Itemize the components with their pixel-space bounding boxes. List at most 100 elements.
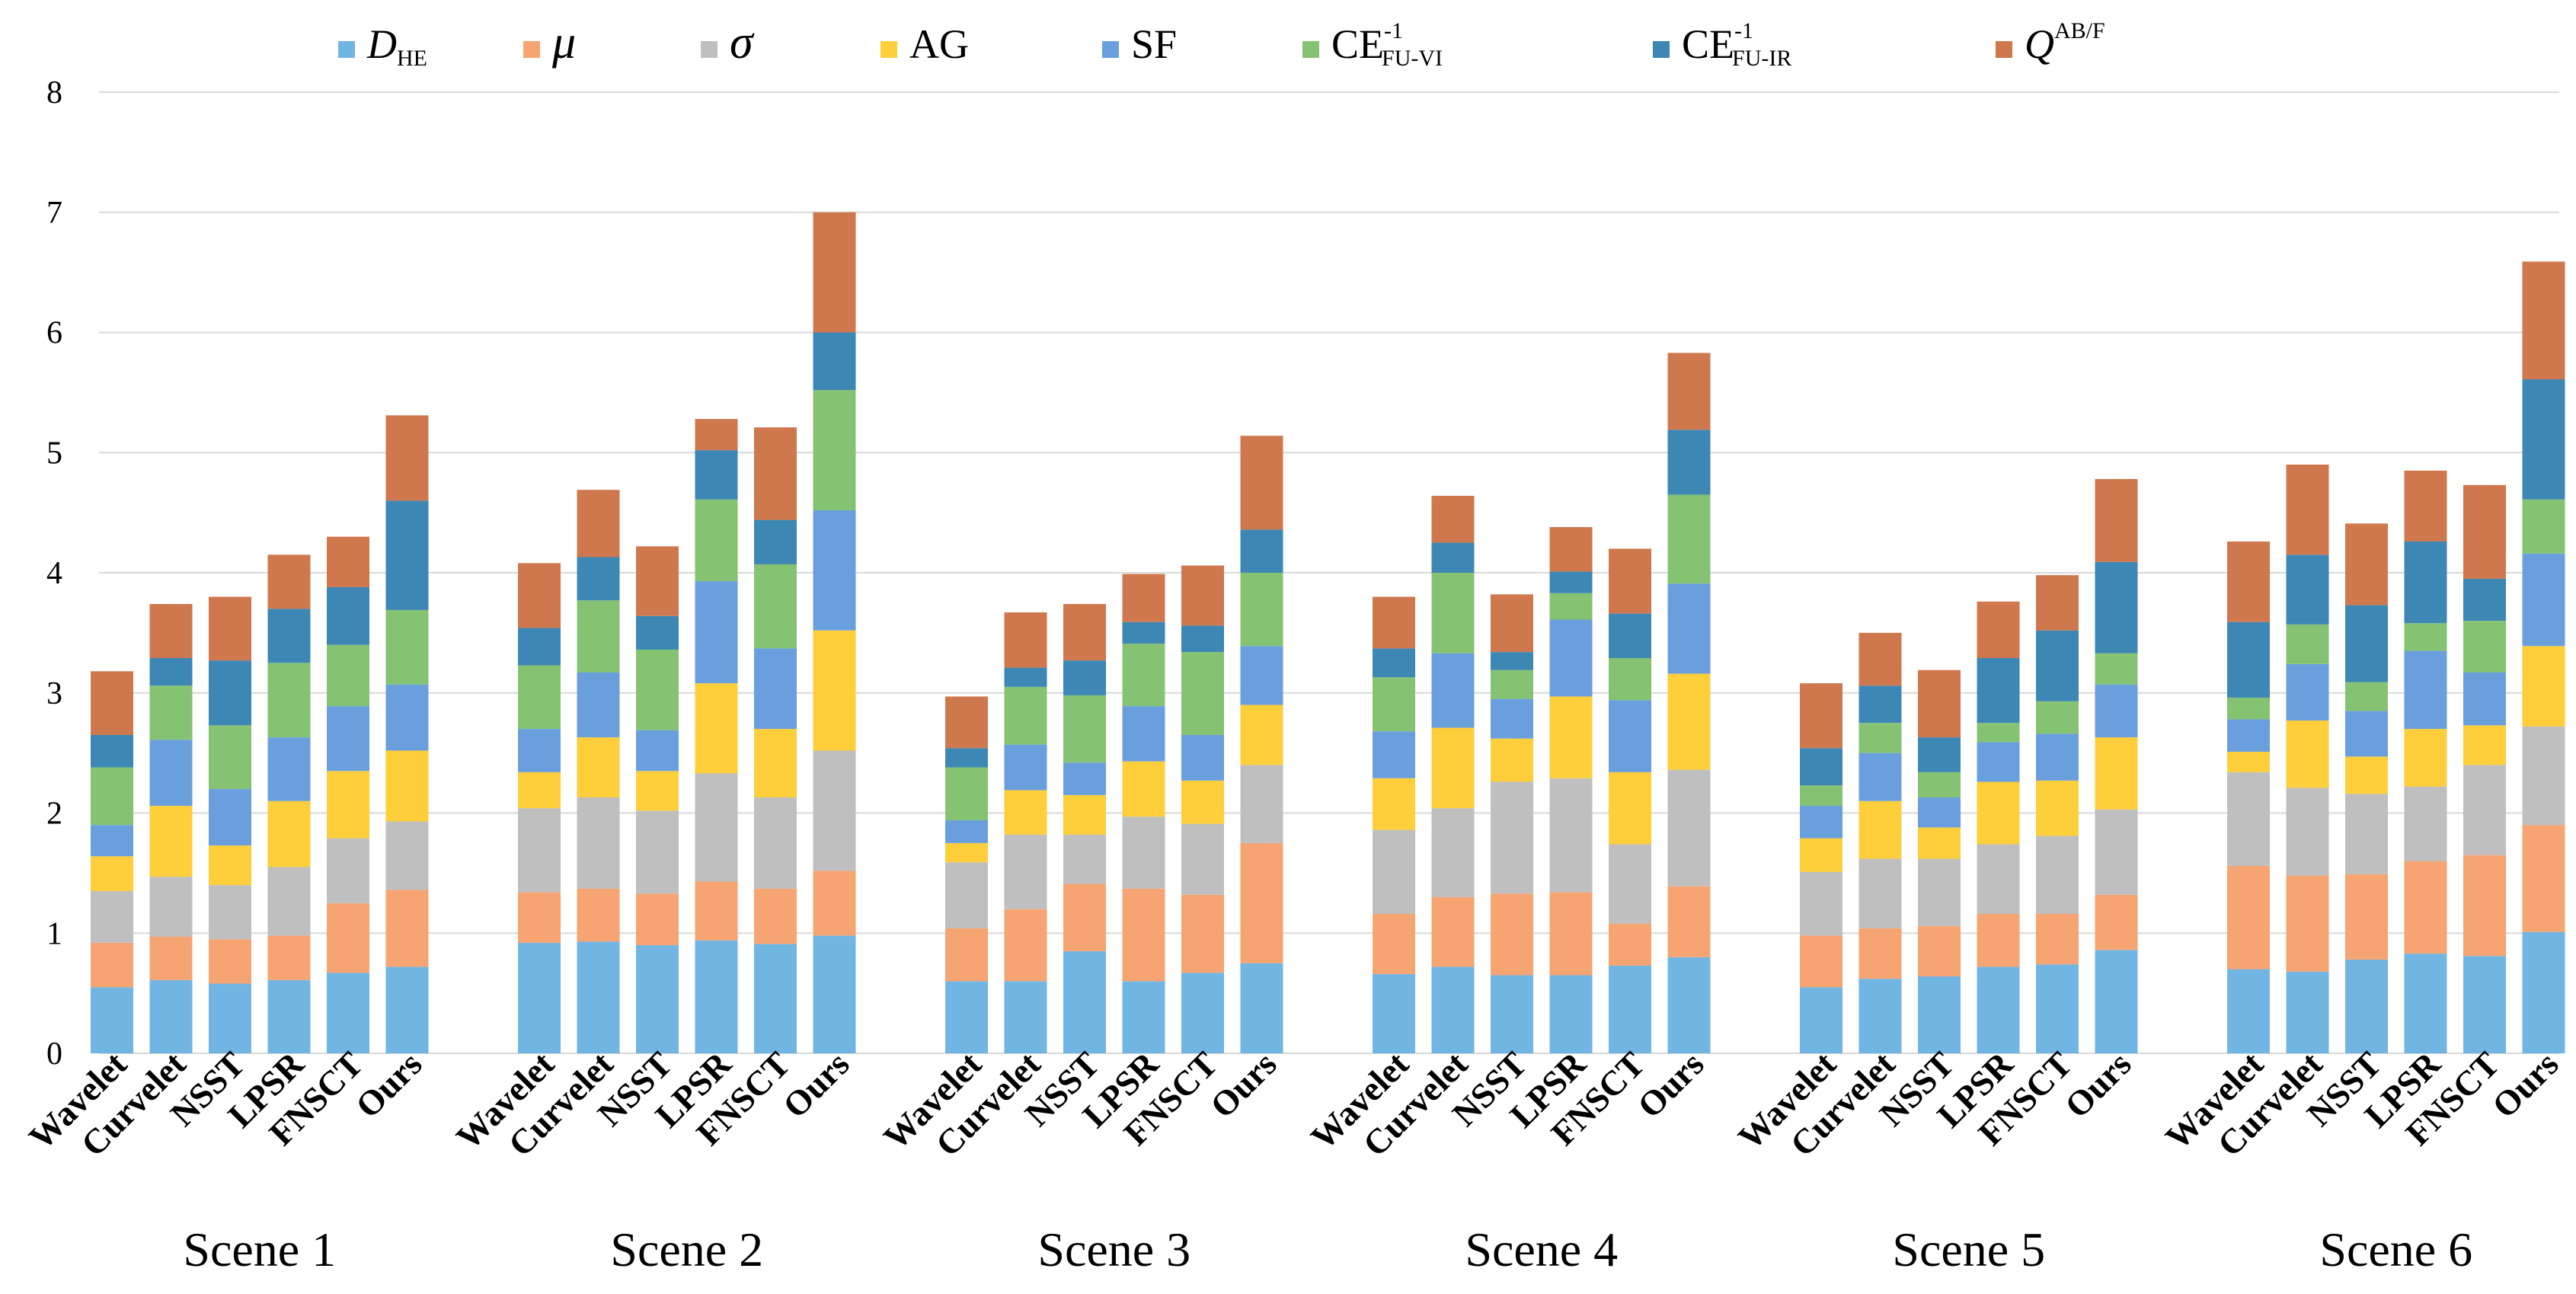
bar-segment bbox=[327, 838, 369, 903]
y-tick-label: 3 bbox=[46, 676, 62, 711]
bar-segment bbox=[1004, 909, 1047, 982]
bar-segment bbox=[1122, 706, 1165, 762]
bar-segment bbox=[2036, 701, 2079, 734]
legend: DHE μ σ AG SF CE-1 FU-VI CE-1 FU-IR QAB/F bbox=[338, 17, 2105, 71]
bar-segment bbox=[518, 808, 561, 893]
bar-segment bbox=[1977, 601, 2020, 659]
y-axis-ticks: 0 1 2 3 4 5 6 7 8 bbox=[46, 75, 62, 1072]
bar-segment bbox=[1240, 705, 1283, 765]
legend-swatch bbox=[1102, 41, 1119, 58]
bar-segment bbox=[1609, 844, 1651, 924]
bar-segment bbox=[385, 821, 429, 890]
bar-segment bbox=[1181, 780, 1224, 824]
bar-segment bbox=[91, 825, 133, 857]
bar-segment bbox=[1063, 762, 1106, 795]
bar-segment bbox=[2036, 914, 2079, 965]
bar-segment bbox=[2522, 499, 2565, 554]
bar-segment bbox=[1122, 888, 1165, 982]
bar-segment bbox=[327, 706, 369, 772]
bar-segment bbox=[267, 935, 311, 980]
bar-segment bbox=[149, 685, 193, 740]
bar-segment bbox=[1977, 723, 2020, 743]
bar-segment bbox=[1373, 677, 1415, 732]
legend-entry: μ bbox=[551, 17, 576, 69]
bar-segment bbox=[577, 737, 620, 797]
bar-segment bbox=[209, 788, 251, 846]
legend-entry: QAB/F bbox=[2025, 18, 2105, 67]
bar-segment bbox=[1004, 667, 1047, 687]
bar-segment bbox=[945, 928, 988, 982]
bar-segment bbox=[2036, 964, 2079, 1053]
bar-segment bbox=[2095, 684, 2138, 738]
bar-segment bbox=[754, 648, 797, 730]
bar-segment bbox=[2404, 954, 2447, 1053]
bar-segment bbox=[209, 983, 251, 1053]
legend-swatch bbox=[881, 41, 897, 58]
bar-segment bbox=[2286, 788, 2329, 876]
bar-segment bbox=[2463, 765, 2506, 855]
bar-segment bbox=[1240, 765, 1283, 843]
legend-entry: SF bbox=[1131, 21, 1177, 67]
bar-segment bbox=[1122, 621, 1165, 644]
bar-segment bbox=[1977, 914, 2020, 967]
bar-segment bbox=[1609, 772, 1651, 845]
bar-segment bbox=[1063, 834, 1106, 884]
scene-labels: Scene 1 Scene 2 Scene 3 Scene 4 Scene 5 Scene… bbox=[183, 1222, 2472, 1276]
y-tick-label: 4 bbox=[46, 556, 62, 591]
bar-segment bbox=[2522, 726, 2565, 826]
bar-segment bbox=[2036, 630, 2079, 701]
bar-segment bbox=[149, 658, 193, 686]
bar-segment bbox=[1858, 632, 1902, 686]
bar-segment bbox=[754, 729, 797, 797]
bar-segment bbox=[636, 945, 679, 1053]
bar-segment bbox=[2036, 575, 2079, 631]
bar-segment bbox=[1181, 973, 1224, 1053]
scene-label: Scene 3 bbox=[1037, 1222, 1191, 1276]
bar-segment bbox=[1491, 594, 1533, 653]
bar-segment bbox=[385, 967, 429, 1053]
bar-segment bbox=[91, 767, 133, 826]
bar-segment bbox=[1858, 685, 1902, 724]
bar-segment bbox=[2463, 672, 2506, 726]
bar-segment bbox=[813, 750, 856, 871]
bar-segment bbox=[1431, 808, 1475, 897]
bar-segment bbox=[1181, 734, 1224, 781]
bar-segment bbox=[813, 212, 856, 333]
bar-segment bbox=[813, 510, 856, 631]
bar-segment bbox=[1858, 979, 1902, 1053]
y-tick-label: 5 bbox=[46, 436, 62, 471]
bar-segment bbox=[1063, 951, 1106, 1053]
bar-segment bbox=[1800, 935, 1843, 988]
bar-segment bbox=[1858, 800, 1902, 859]
scene-label: Scene 4 bbox=[1465, 1222, 1618, 1276]
bar-segment bbox=[2345, 711, 2388, 757]
bar-segment bbox=[1373, 596, 1415, 649]
bar-segment bbox=[209, 845, 251, 886]
bar-segment bbox=[1004, 834, 1047, 909]
bar-segment bbox=[2036, 836, 2079, 915]
bar-segment bbox=[1063, 604, 1106, 661]
bar-segment bbox=[1609, 658, 1651, 701]
bar-segment bbox=[1800, 871, 1843, 936]
bar-segment bbox=[267, 800, 311, 867]
bar-segment bbox=[1858, 723, 1902, 753]
bar-segment bbox=[1800, 987, 1843, 1053]
bar-segment bbox=[385, 415, 429, 501]
bar-segment bbox=[1667, 673, 1711, 770]
bar-segment bbox=[1609, 613, 1651, 659]
bar-segment bbox=[2036, 780, 2079, 836]
bar-segment bbox=[1063, 660, 1106, 695]
bar-segment bbox=[209, 660, 251, 726]
bar-segment bbox=[1977, 967, 2020, 1053]
bar-segment bbox=[518, 563, 561, 628]
bar-segment bbox=[695, 881, 738, 941]
bar-segment bbox=[91, 671, 133, 735]
bar-segment bbox=[267, 663, 311, 738]
bar-segment bbox=[2345, 682, 2388, 711]
bar-segment bbox=[327, 586, 369, 645]
bar-segment bbox=[2227, 698, 2270, 720]
bar-segment bbox=[695, 581, 738, 684]
bar-segment bbox=[1667, 769, 1711, 887]
bar-segment bbox=[2095, 737, 2138, 810]
